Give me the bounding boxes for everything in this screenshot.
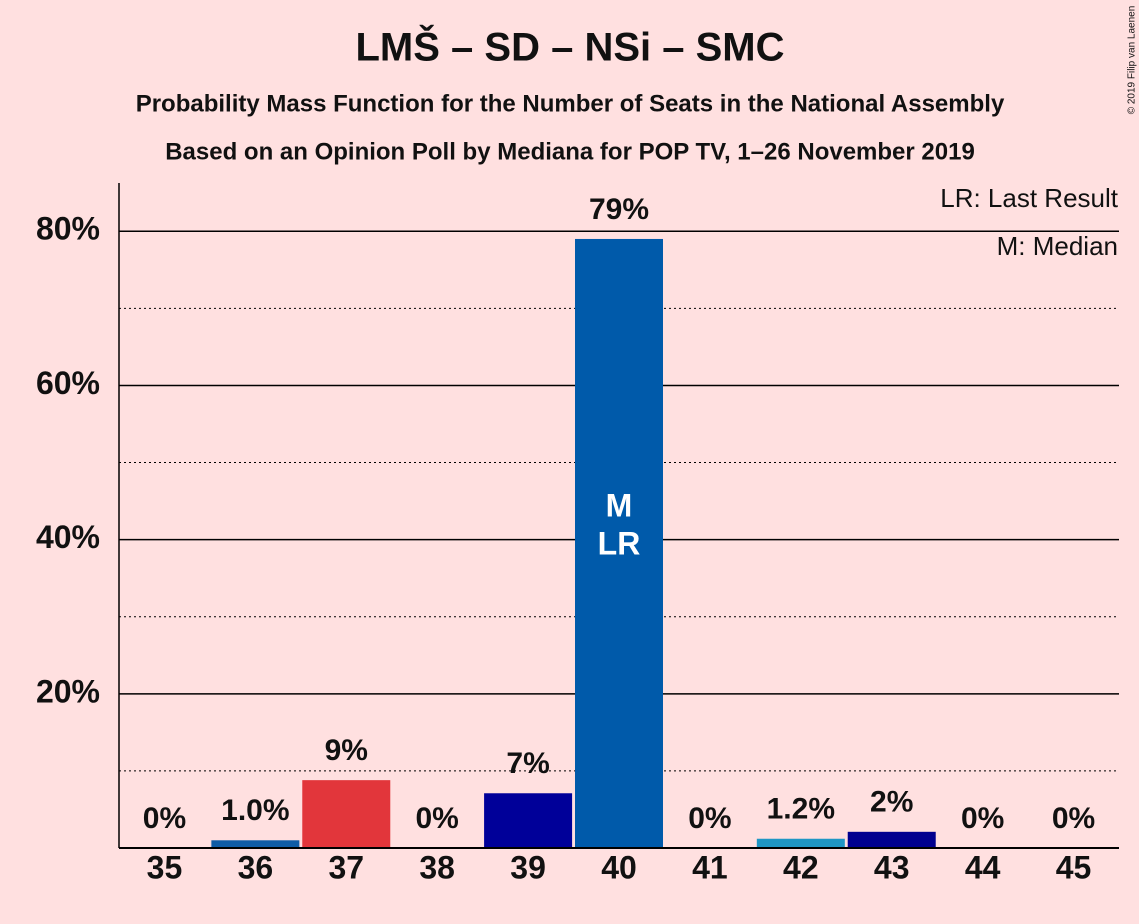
bar xyxy=(484,793,573,848)
median-marker: M xyxy=(606,487,633,523)
data-label: 79% xyxy=(589,193,649,226)
data-label: 0% xyxy=(416,802,459,835)
legend-entry: LR: Last Result xyxy=(940,183,1119,213)
data-label: 0% xyxy=(143,802,186,835)
legend-entry: M: Median xyxy=(997,231,1118,261)
data-label: 7% xyxy=(506,747,549,780)
data-label: 0% xyxy=(688,802,731,835)
x-tick-label: 41 xyxy=(692,849,728,885)
data-label: 1.2% xyxy=(767,793,835,826)
data-label: 9% xyxy=(325,734,368,767)
data-label: 1.0% xyxy=(221,794,289,827)
chart-subtitle: Probability Mass Function for the Number… xyxy=(136,90,1005,117)
x-tick-label: 43 xyxy=(874,849,910,885)
chart-title: LMŠ – SD – NSi – SMC xyxy=(356,24,785,70)
x-tick-label: 35 xyxy=(147,849,183,885)
last-result-marker: LR xyxy=(598,525,641,561)
data-label: 2% xyxy=(870,786,913,819)
x-tick-label: 45 xyxy=(1056,849,1092,885)
y-tick-label: 40% xyxy=(36,519,100,555)
data-label: 0% xyxy=(1052,802,1095,835)
bar xyxy=(847,831,936,848)
y-tick-label: 80% xyxy=(36,211,100,247)
x-tick-label: 39 xyxy=(510,849,546,885)
chart-subtitle: Based on an Opinion Poll by Mediana for … xyxy=(165,138,975,165)
y-tick-label: 20% xyxy=(36,673,100,709)
y-tick-label: 60% xyxy=(36,365,100,401)
x-tick-label: 44 xyxy=(965,849,1001,885)
credit: © 2019 Filip van Laenen xyxy=(1127,6,1138,115)
bar xyxy=(302,780,391,848)
x-tick-label: 36 xyxy=(238,849,274,885)
bar xyxy=(211,840,300,848)
x-tick-label: 40 xyxy=(601,849,637,885)
data-label: 0% xyxy=(961,802,1004,835)
bar xyxy=(575,238,663,849)
x-tick-label: 38 xyxy=(419,849,455,885)
x-tick-label: 37 xyxy=(328,849,364,885)
bar xyxy=(756,838,845,848)
x-tick-label: 42 xyxy=(783,849,819,885)
